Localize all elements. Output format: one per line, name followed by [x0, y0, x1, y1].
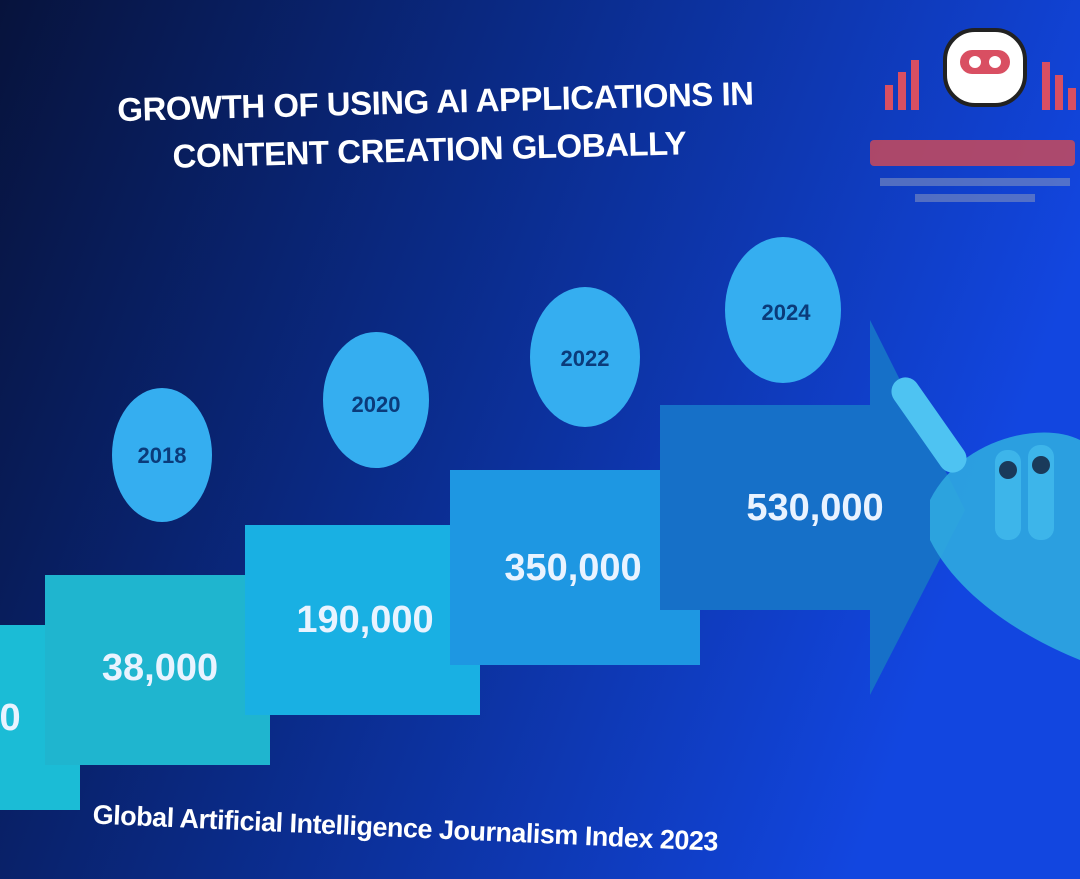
step	[45, 575, 270, 765]
steps	[0, 320, 965, 810]
year-circles	[112, 237, 841, 522]
arrow-step	[660, 320, 965, 695]
step-value: 0	[0, 697, 21, 739]
step-value: 190,000	[296, 599, 433, 641]
robot-hand	[891, 377, 1080, 660]
step	[450, 470, 700, 665]
step-value: 530,000	[746, 487, 883, 529]
step-year: 2020	[352, 392, 401, 417]
year-circle	[725, 237, 841, 383]
step-year: 2018	[138, 443, 187, 468]
step-value: 38,000	[102, 647, 218, 689]
year-circle	[530, 287, 640, 427]
step-year: 2024	[762, 300, 812, 325]
year-circle	[112, 388, 212, 522]
step-value: 350,000	[504, 547, 641, 589]
step	[245, 525, 480, 715]
year-circle	[323, 332, 429, 468]
logo	[870, 28, 1076, 202]
step-year: 2022	[561, 346, 610, 371]
